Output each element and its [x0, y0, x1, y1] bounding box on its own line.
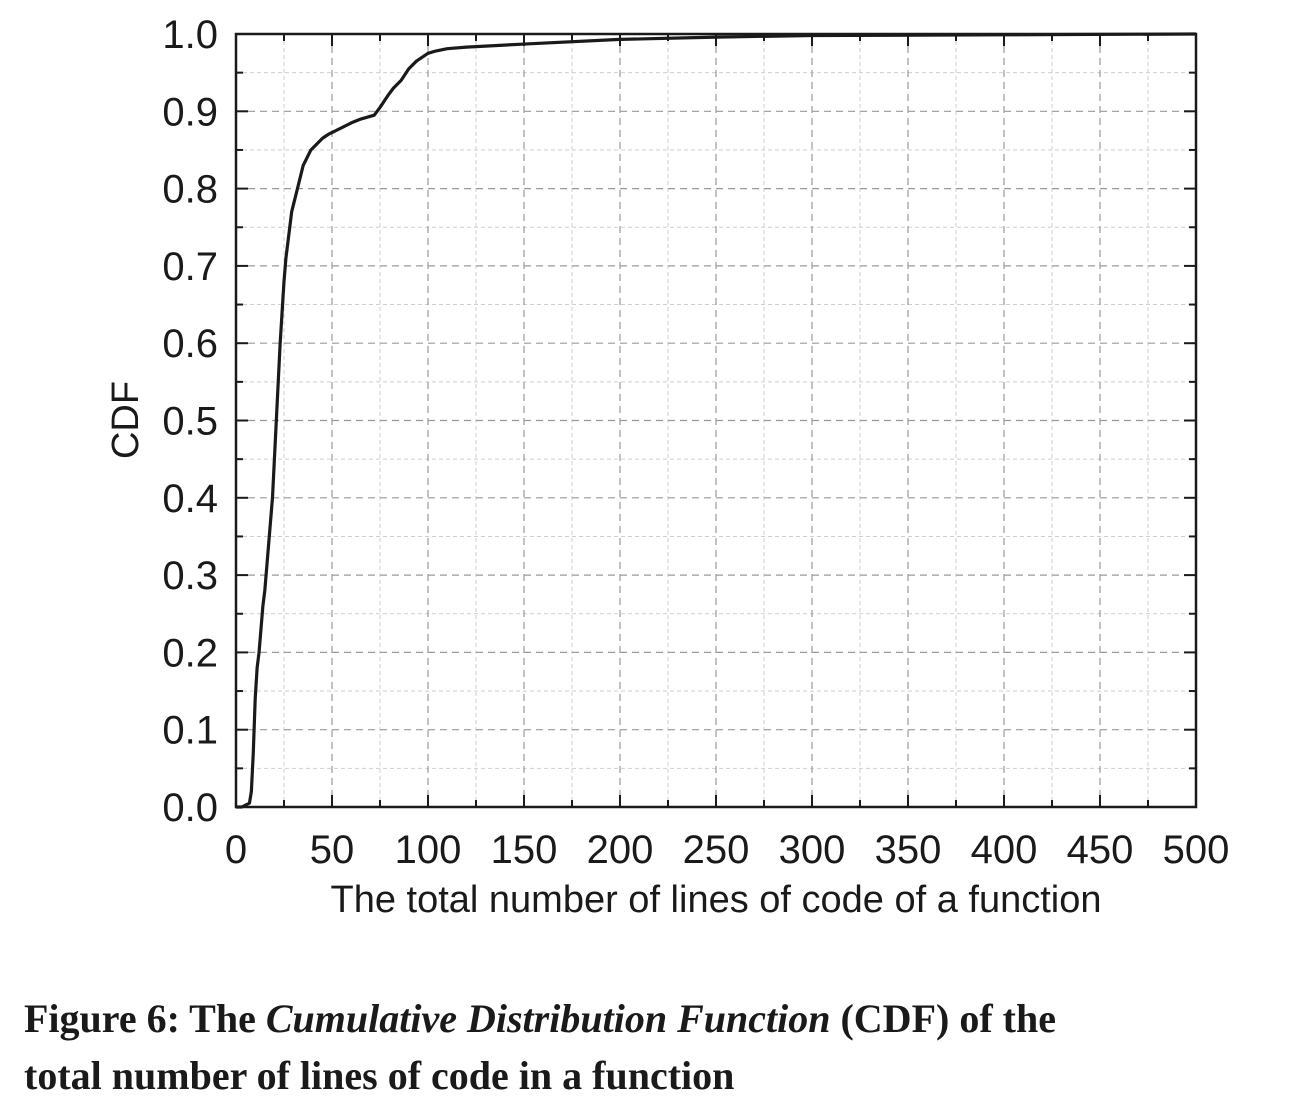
- x-tick-label: 350: [875, 828, 942, 872]
- x-tick-labels: 0 50 100 150 200 250 300 350 400 450 500: [225, 828, 1230, 872]
- plot-frame: [234, 32, 1198, 809]
- y-tick-labels: 0.0 0.1 0.2 0.3 0.4 0.5 0.6 0.7 0.8 0.9 1.0: [162, 13, 218, 830]
- caption-line-2: total number of lines of code in a funct…: [24, 1053, 735, 1098]
- x-tick-label: 500: [1163, 828, 1230, 872]
- x-tick-label: 250: [683, 828, 750, 872]
- y-tick-label: 0.0: [162, 786, 218, 830]
- x-tick-label: 400: [971, 828, 1038, 872]
- caption-suffix: (CDF) of the: [830, 996, 1056, 1041]
- cdf-chart: 0 50 100 150 200 250 300 350 400 450 500 0.0 0.1 0.2…: [105, 13, 1230, 921]
- y-tick-label: 0.4: [162, 477, 218, 521]
- caption-emphasis: Cumulative Distribution Function: [265, 996, 831, 1041]
- caption-prefix: Figure 6: The: [24, 996, 266, 1041]
- y-tick-label: 1.0: [162, 13, 218, 57]
- x-tick-label: 150: [491, 828, 558, 872]
- x-tick-label: 0: [225, 828, 247, 872]
- y-tick-label: 0.2: [162, 631, 218, 675]
- caption-line-1: Figure 6: The Cumulative Distribution Fu…: [24, 990, 1304, 1047]
- y-tick-label: 0.5: [162, 400, 218, 444]
- y-tick-label: 0.6: [162, 322, 218, 366]
- figure-caption: Figure 6: The Cumulative Distribution Fu…: [24, 990, 1304, 1104]
- y-tick-label: 0.3: [162, 554, 218, 598]
- series-layer: [236, 32, 1197, 809]
- y-tick-label: 0.7: [162, 245, 218, 289]
- y-axis-label: CDF: [105, 381, 147, 459]
- x-tick-label: 100: [395, 828, 462, 872]
- y-tick-label: 0.1: [162, 709, 218, 753]
- y-tick-label: 0.8: [162, 168, 218, 212]
- cdf-series-line: [236, 32, 1197, 809]
- y-tick-label: 0.9: [162, 90, 218, 134]
- x-axis-label: The total number of lines of code of a f…: [330, 879, 1101, 921]
- x-tick-label: 50: [310, 828, 355, 872]
- x-tick-label: 200: [587, 828, 654, 872]
- major-gridlines: [236, 34, 1196, 807]
- x-tick-label: 450: [1067, 828, 1134, 872]
- x-tick-label: 300: [779, 828, 846, 872]
